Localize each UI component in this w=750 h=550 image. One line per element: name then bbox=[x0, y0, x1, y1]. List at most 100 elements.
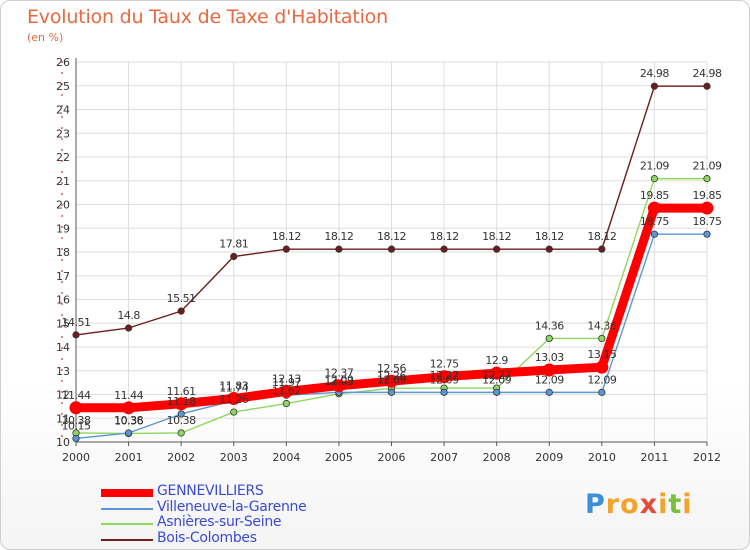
legend-swatch bbox=[101, 538, 153, 541]
data-label: 10.38 bbox=[167, 414, 196, 427]
x-tick-label: 2012 bbox=[693, 451, 721, 464]
data-label: 12.56 bbox=[377, 362, 406, 375]
logo-letter: i bbox=[658, 489, 669, 520]
data-label: 12.09 bbox=[587, 373, 616, 386]
data-label: 10.38 bbox=[114, 414, 143, 427]
legend-swatch bbox=[101, 507, 153, 510]
data-label: 12.09 bbox=[535, 373, 564, 386]
data-label: 11.97 bbox=[272, 376, 301, 389]
data-label: 11.83 bbox=[219, 380, 248, 393]
data-label: 12.09 bbox=[482, 373, 511, 386]
data-point bbox=[227, 392, 241, 406]
data-point bbox=[69, 401, 83, 415]
data-label: 11.44 bbox=[114, 389, 143, 402]
x-tick-label: 2011 bbox=[640, 451, 668, 464]
data-label: 24.98 bbox=[693, 67, 722, 80]
data-point bbox=[545, 334, 553, 343]
data-point bbox=[437, 370, 451, 384]
x-tick-label: 2008 bbox=[483, 451, 511, 464]
y-tick-label: 22 bbox=[56, 151, 70, 164]
data-label: 11.61 bbox=[167, 385, 196, 398]
data-label: 10.15 bbox=[62, 419, 91, 432]
data-point bbox=[703, 82, 711, 90]
data-point bbox=[545, 388, 553, 396]
data-point bbox=[440, 388, 448, 396]
data-label: 10.36 bbox=[114, 414, 143, 427]
data-label: 10.38 bbox=[62, 414, 91, 427]
data-point bbox=[332, 379, 346, 393]
data-point bbox=[122, 401, 136, 415]
data-point bbox=[230, 408, 238, 416]
data-point bbox=[282, 399, 290, 408]
data-label: 13.15 bbox=[587, 348, 616, 361]
data-point bbox=[385, 374, 398, 388]
y-tick-label: 20 bbox=[56, 199, 70, 212]
data-point bbox=[650, 175, 659, 183]
data-point bbox=[647, 201, 661, 215]
logo-letter: i bbox=[682, 489, 693, 520]
data-label: 18.75 bbox=[640, 215, 669, 228]
data-point bbox=[72, 434, 80, 443]
data-label: 13.03 bbox=[535, 351, 564, 364]
logo-letter: t bbox=[668, 489, 683, 520]
legend-label: GENNEVILLIERS bbox=[157, 483, 264, 499]
legend-label: Bois-Colombes bbox=[157, 529, 257, 546]
data-label: 15.51 bbox=[167, 292, 196, 305]
x-tick-label: 2007 bbox=[430, 451, 458, 464]
logo-letter: r bbox=[605, 489, 621, 520]
data-point bbox=[490, 366, 504, 380]
data-point bbox=[598, 334, 606, 343]
y-tick-label: 15 bbox=[56, 317, 70, 330]
y-tick-label: 21 bbox=[56, 175, 70, 188]
data-label: 12.75 bbox=[430, 358, 459, 371]
data-label: 14.8 bbox=[117, 309, 140, 322]
data-label: 21.09 bbox=[693, 160, 722, 173]
data-label: 12.37 bbox=[324, 367, 353, 380]
data-point bbox=[598, 245, 606, 253]
x-tick-label: 2003 bbox=[220, 451, 248, 464]
x-tick-label: 2004 bbox=[272, 451, 300, 464]
data-label: 18.12 bbox=[272, 230, 301, 243]
data-point bbox=[703, 175, 711, 183]
data-point bbox=[279, 384, 293, 398]
data-label: 24.98 bbox=[640, 67, 669, 80]
y-tick-label: 18 bbox=[56, 246, 70, 259]
data-label: 11.26 bbox=[219, 393, 248, 406]
data-point bbox=[493, 245, 501, 253]
y-tick-label: 17 bbox=[56, 270, 70, 283]
logo-letter: o bbox=[620, 489, 640, 520]
y-tick-label: 11 bbox=[56, 412, 70, 425]
data-label: 18.12 bbox=[324, 230, 353, 243]
data-label: 18.12 bbox=[377, 230, 406, 243]
y-tick-label: 24 bbox=[56, 104, 70, 117]
data-label: 17.81 bbox=[219, 238, 248, 251]
legend-label: Asnières-sur-Seine bbox=[157, 514, 282, 530]
data-label: 12.9 bbox=[485, 354, 508, 367]
data-label: 11.62 bbox=[272, 385, 301, 398]
data-point bbox=[124, 324, 133, 332]
x-tick-label: 2000 bbox=[62, 451, 90, 464]
data-point bbox=[700, 201, 714, 215]
chart-subtitle: (en %) bbox=[27, 31, 64, 44]
x-tick-label: 2010 bbox=[588, 451, 616, 464]
data-point bbox=[598, 388, 606, 396]
data-label: 14.51 bbox=[62, 316, 91, 329]
data-point bbox=[595, 360, 609, 374]
x-tick-label: 2005 bbox=[325, 451, 353, 464]
data-point bbox=[177, 429, 185, 437]
data-label: 21.09 bbox=[640, 160, 669, 173]
data-label: 18.75 bbox=[693, 215, 722, 228]
data-point bbox=[493, 388, 501, 396]
data-label: 12.03 bbox=[324, 375, 353, 388]
y-tick-label: 14 bbox=[56, 341, 70, 354]
y-tick-label: 26 bbox=[56, 56, 70, 69]
data-label: 11.74 bbox=[219, 382, 248, 395]
data-label: 12.27 bbox=[482, 369, 511, 382]
logo-letter: x bbox=[639, 489, 659, 520]
y-tick-label: 25 bbox=[56, 80, 70, 93]
data-point bbox=[440, 245, 448, 253]
data-point bbox=[124, 429, 133, 437]
data-point bbox=[72, 331, 80, 339]
